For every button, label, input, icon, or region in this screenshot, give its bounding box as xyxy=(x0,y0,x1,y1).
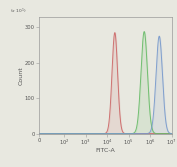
X-axis label: FITC-A: FITC-A xyxy=(95,148,115,153)
Text: $(x\ 10^1)$: $(x\ 10^1)$ xyxy=(10,6,26,16)
Y-axis label: Count: Count xyxy=(18,66,23,85)
